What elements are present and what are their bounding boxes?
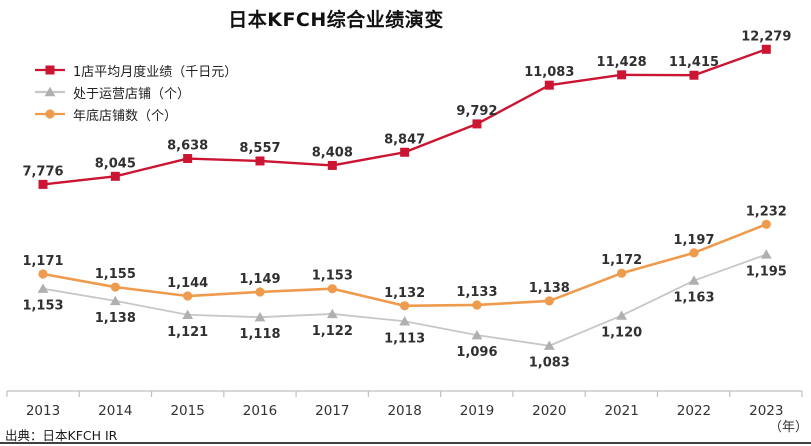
data-label: 1,195: [746, 264, 787, 279]
stores-in-operation-point-marker: [326, 308, 338, 319]
data-label: 1,133: [456, 285, 497, 300]
monthly-sales-per-store-point-marker: [327, 160, 337, 170]
data-label: 1,138: [95, 311, 136, 326]
year-end-store-count-point-marker: [183, 291, 193, 301]
data-label: 7,776: [22, 164, 63, 179]
data-label: 1,153: [22, 299, 63, 314]
year-end-store-count-point-marker: [689, 248, 699, 258]
stores-in-operation-point-marker: [760, 249, 772, 259]
data-label: 1,083: [529, 356, 570, 371]
data-label: 1,197: [673, 233, 714, 248]
monthly-sales-per-store-point-marker: [400, 147, 410, 157]
data-label: 1,153: [312, 269, 353, 284]
data-label: 1,132: [384, 286, 425, 301]
data-label: 1,138: [529, 281, 570, 296]
data-label: 8,045: [95, 156, 136, 171]
year-end-store-count-point-marker: [761, 219, 771, 229]
chart-legend: 1店平均月度业绩（千日元） 处于运营店铺（个） 年底店铺数（个）: [35, 61, 237, 127]
monthly-sales-per-store-point-marker: [761, 44, 771, 54]
data-label: 8,557: [239, 141, 280, 156]
monthly-sales-per-store-point-marker: [183, 154, 193, 164]
data-label: 8,847: [384, 132, 425, 147]
stores-in-operation-point-marker: [688, 275, 700, 285]
triangle-marker-icon: [35, 86, 65, 97]
monthly-sales-per-store-point-marker: [617, 70, 627, 80]
series-line-monthly-sales-per-store: [42, 48, 767, 186]
legend-item-year-end-store-count: 年底店铺数（个）: [35, 105, 237, 124]
data-label: 8,408: [312, 145, 353, 160]
x-axis-label: 2020: [532, 403, 566, 419]
x-axis-label: 2021: [604, 403, 638, 419]
year-end-store-count-point-marker: [255, 287, 265, 297]
x-axis-label: 2016: [243, 403, 277, 419]
x-axis-label: 2022: [677, 403, 711, 419]
legend-item-stores-in-operation: 处于运营店铺（个）: [35, 83, 237, 102]
data-label: 11,428: [597, 55, 647, 70]
year-end-store-count-point-marker: [400, 301, 410, 311]
stores-in-operation-point-marker: [254, 312, 266, 322]
data-label: 1,120: [601, 326, 642, 341]
legend-item-monthly-sales-per-store: 1店平均月度业绩（千日元）: [35, 61, 238, 80]
data-label: 1,122: [312, 324, 353, 339]
circle-marker-icon: [35, 109, 65, 119]
monthly-sales-per-store-point-marker: [38, 179, 48, 189]
x-axis-label: 2023: [749, 403, 783, 419]
year-end-store-count-point-marker: [38, 269, 48, 279]
data-label: 1,149: [239, 272, 280, 287]
x-axis-unit-label: （年）: [769, 420, 808, 435]
monthly-sales-per-store-point-marker: [472, 119, 482, 129]
bottom-divider: [0, 442, 811, 444]
data-label: 1,096: [456, 345, 497, 360]
stores-in-operation-point-marker: [543, 340, 555, 350]
data-label: 12,279: [741, 29, 791, 44]
x-axis-label: 2017: [315, 403, 349, 419]
stores-in-operation-point-marker: [37, 283, 49, 293]
data-label: 1,155: [95, 267, 136, 282]
data-label: 8,638: [167, 139, 208, 154]
x-axis-label: 2015: [170, 403, 204, 419]
year-end-store-count-point-marker: [472, 300, 482, 310]
source-note: 出典：日本KFCH IR: [5, 428, 118, 443]
data-label: 1,121: [167, 325, 208, 340]
legend-label: 处于运营店铺（个）: [73, 86, 191, 102]
square-marker-icon: [35, 65, 65, 75]
data-label: 9,792: [456, 104, 497, 119]
x-axis-label: 2014: [98, 403, 132, 419]
data-label: 1,171: [22, 254, 63, 269]
data-label: 1,113: [384, 331, 425, 346]
monthly-sales-per-store-point-marker: [544, 80, 554, 90]
data-label: 1,172: [601, 253, 642, 268]
monthly-sales-per-store-point-marker: [110, 171, 120, 181]
data-label: 1,118: [239, 327, 280, 342]
stores-in-operation-point-marker: [399, 316, 411, 326]
year-end-store-count-point-marker: [617, 268, 627, 278]
stores-in-operation-point-marker: [616, 310, 628, 320]
stores-in-operation-point-marker: [109, 295, 121, 306]
x-axis-label: 2019: [460, 403, 494, 419]
stores-in-operation-point-marker: [182, 309, 194, 319]
data-label: 1,163: [673, 291, 714, 306]
chart-title: 日本KFCH综合业绩演变: [228, 9, 444, 31]
legend-label: 年底店铺数（个）: [73, 108, 178, 124]
monthly-sales-per-store-point-marker: [689, 70, 699, 80]
data-label: 1,232: [746, 204, 787, 219]
x-axis-label: 2013: [26, 403, 60, 419]
data-label: 11,415: [669, 55, 719, 70]
monthly-sales-per-store-point-marker: [255, 156, 265, 166]
year-end-store-count-point-marker: [544, 296, 554, 306]
year-end-store-count-point-marker: [110, 282, 120, 292]
data-label: 11,083: [524, 65, 574, 80]
data-label: 1,144: [167, 276, 208, 291]
legend-label: 1店平均月度业绩（千日元）: [73, 64, 238, 80]
x-axis-label: 2018: [387, 403, 421, 419]
year-end-store-count-point-marker: [327, 284, 337, 294]
stores-in-operation-point-marker: [471, 329, 483, 340]
